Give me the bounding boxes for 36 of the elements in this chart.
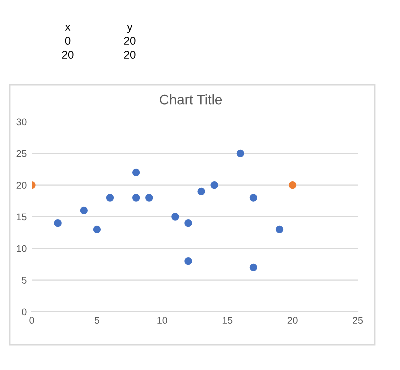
- x-tick-label: 5: [94, 317, 100, 324]
- point: [132, 168, 140, 176]
- text: 20: [124, 37, 136, 45]
- point: [106, 194, 114, 202]
- text: x: [65, 25, 71, 31]
- point: [54, 220, 62, 228]
- point: [132, 194, 140, 202]
- y-tick-label: 5: [22, 277, 27, 284]
- y-tick-label: 25: [16, 150, 27, 158]
- point: [172, 213, 180, 221]
- point: [236, 150, 244, 158]
- point: [250, 264, 258, 272]
- y-tick-label: 10: [17, 245, 27, 252]
- point: [276, 226, 284, 234]
- chart-title: Chart Title: [160, 94, 222, 105]
- y-tick-label: 15: [17, 214, 27, 221]
- y-tick-label: 20: [16, 182, 27, 189]
- text: 20: [124, 51, 136, 59]
- x-tick-label: 20: [288, 317, 298, 324]
- y-tick-label: 0: [22, 308, 27, 316]
- point: [146, 194, 154, 202]
- x-tick-label: 10: [158, 317, 168, 324]
- text: y: [127, 25, 133, 34]
- x-tick-label: 25: [353, 317, 363, 324]
- point: [184, 258, 192, 266]
- point: [210, 182, 218, 190]
- point: [198, 188, 206, 196]
- point: [93, 226, 102, 234]
- point: [250, 194, 258, 202]
- point: [80, 206, 88, 214]
- point: [184, 220, 192, 228]
- y-tick-label: 30: [16, 118, 27, 126]
- x-tick-label: 15: [222, 317, 233, 324]
- text: 20: [62, 51, 74, 59]
- text: 0: [65, 37, 71, 45]
- x-tick-label: 0: [30, 317, 34, 324]
